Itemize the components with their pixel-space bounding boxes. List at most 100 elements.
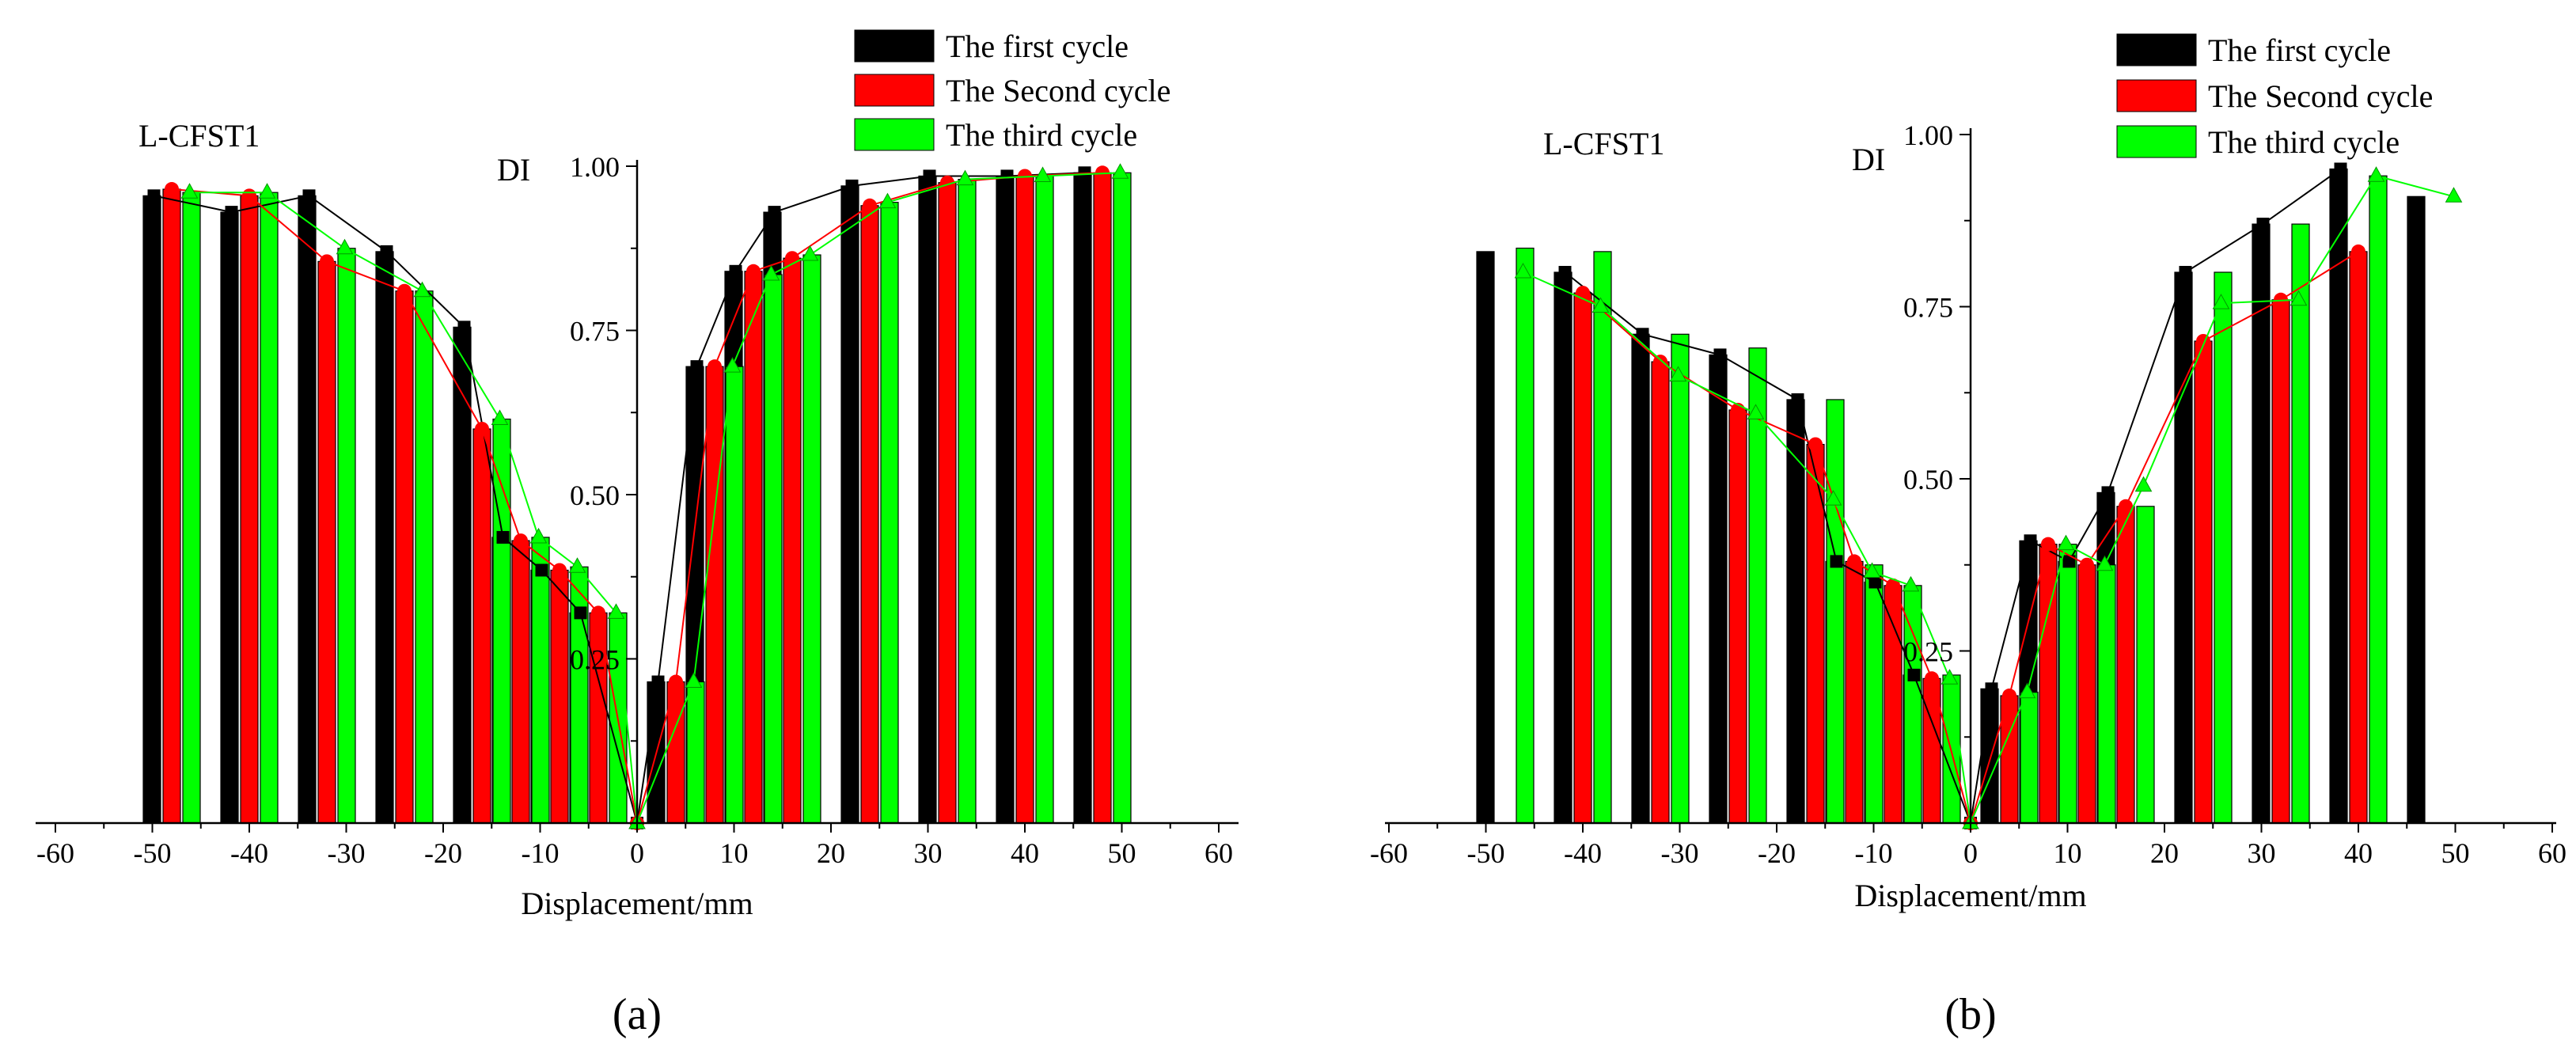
marker-circle [708, 359, 722, 374]
bar-the-third-cycle [2136, 506, 2155, 824]
x-tick-label: -40 [230, 837, 268, 869]
bar-the-second-cycle [395, 290, 414, 824]
marker-triangle [413, 281, 431, 298]
legend-swatch [2116, 125, 2197, 158]
y-tick-label: 0.50 [570, 480, 620, 511]
bar-the-second-cycle [860, 205, 879, 824]
bar-the-second-cycle [744, 271, 763, 824]
chart-title: L-CFST1 [138, 118, 260, 154]
bar-the-first-cycle [1554, 271, 1573, 824]
marker-square [1000, 169, 1014, 183]
marker-circle [514, 533, 528, 548]
bar-the-third-cycle [260, 192, 279, 824]
marker-square [535, 563, 548, 577]
y-axis-label: DI [497, 152, 530, 188]
marker-square [651, 675, 665, 689]
marker-square [496, 530, 510, 544]
y-tick-label: 0.75 [1903, 292, 1953, 324]
bar-the-first-cycle [142, 195, 161, 824]
x-tick-label: 10 [2054, 837, 2082, 869]
bar-the-second-cycle [783, 257, 802, 824]
marker-triangle [878, 192, 897, 209]
marker-circle [2080, 557, 2094, 572]
legend-swatch [2116, 33, 2197, 66]
bar-the-second-cycle [1884, 585, 1903, 824]
bar-the-third-cycle [415, 290, 434, 824]
marker-triangle [491, 409, 509, 426]
y-tick-label: 0.25 [1903, 636, 1953, 668]
marker-triangle [2134, 476, 2153, 492]
x-tick-label: -20 [1758, 837, 1796, 869]
bar-the-first-cycle [918, 175, 937, 824]
marker-triangle [1592, 297, 1610, 313]
x-tick-label: -10 [1855, 837, 1893, 869]
y-tick-label: 1.00 [570, 151, 620, 183]
bar-the-second-cycle [162, 188, 181, 824]
bar-the-first-cycle [1631, 333, 1650, 824]
bar-the-first-cycle [220, 211, 239, 824]
marker-square [1907, 668, 1921, 681]
marker-square [1868, 575, 1882, 589]
marker-circle [669, 674, 683, 689]
bar-the-first-cycle [298, 195, 317, 824]
bar-the-third-cycle [764, 274, 783, 824]
bar-the-second-cycle [317, 260, 336, 824]
x-tick-label: 50 [2441, 837, 2470, 869]
bar-the-first-cycle [2174, 271, 2193, 824]
marker-triangle [1863, 562, 1881, 578]
marker-triangle [1111, 163, 1129, 179]
x-tick-label: 40 [2344, 837, 2373, 869]
marker-square [690, 360, 704, 374]
bar-the-third-cycle [1113, 172, 1132, 824]
x-tick-label: -30 [1661, 837, 1699, 869]
marker-triangle [723, 357, 742, 373]
marker-circle [1886, 578, 1900, 593]
marker-circle [1847, 554, 1861, 569]
x-tick-label: -50 [1467, 837, 1505, 869]
legend-label: The Second cycle [2208, 78, 2433, 114]
marker-circle [397, 283, 412, 298]
marker-square [1985, 682, 1998, 696]
x-tick-label: 40 [1011, 837, 1039, 869]
bar-the-third-cycle [2214, 271, 2233, 824]
marker-square [1791, 393, 1804, 406]
marker-circle [2002, 689, 2016, 704]
legend-label: The Second cycle [946, 73, 1170, 108]
marker-square [729, 264, 742, 278]
marker-triangle [1034, 166, 1052, 182]
bar-the-third-cycle [880, 202, 899, 824]
marker-triangle [258, 183, 276, 199]
marker-square [147, 189, 161, 203]
bar-the-third-cycle [1903, 585, 1922, 824]
y-tick-label: 0.50 [1903, 464, 1953, 495]
bar-the-second-cycle [1573, 292, 1592, 824]
bar-the-first-cycle [2407, 195, 2426, 824]
marker-triangle [2018, 682, 2036, 699]
marker-square [845, 179, 859, 192]
marker-circle [2119, 499, 2133, 514]
x-axis-label: Displacement/mm [521, 886, 753, 921]
chart-title: L-CFST1 [1543, 126, 1664, 161]
marker-circle [320, 254, 334, 269]
x-tick-label: -60 [1370, 837, 1408, 869]
y-tick-label: 1.00 [1903, 120, 1953, 151]
bar-the-third-cycle [1035, 175, 1054, 824]
bar-the-third-cycle [1826, 399, 1845, 824]
bar-the-first-cycle [1980, 688, 1999, 824]
bar-the-third-cycle [1671, 333, 1690, 824]
bar-the-second-cycle [511, 540, 530, 824]
bar-the-second-cycle [550, 569, 569, 824]
x-tick-label: -10 [522, 837, 560, 869]
bar-the-second-cycle [2077, 564, 2096, 824]
x-tick-label: -50 [134, 837, 172, 869]
x-tick-label: 60 [1205, 837, 1233, 869]
bar-the-third-cycle [2020, 692, 2039, 824]
bar-the-second-cycle [1015, 175, 1034, 824]
bar-the-first-cycle [453, 326, 472, 824]
y-axis-label: DI [1852, 142, 1885, 177]
panel-label: (b) [1944, 990, 1996, 1039]
bar-the-third-cycle [2058, 544, 2077, 824]
bar-the-first-cycle [1786, 399, 1805, 824]
bar-the-second-cycle [938, 182, 957, 824]
